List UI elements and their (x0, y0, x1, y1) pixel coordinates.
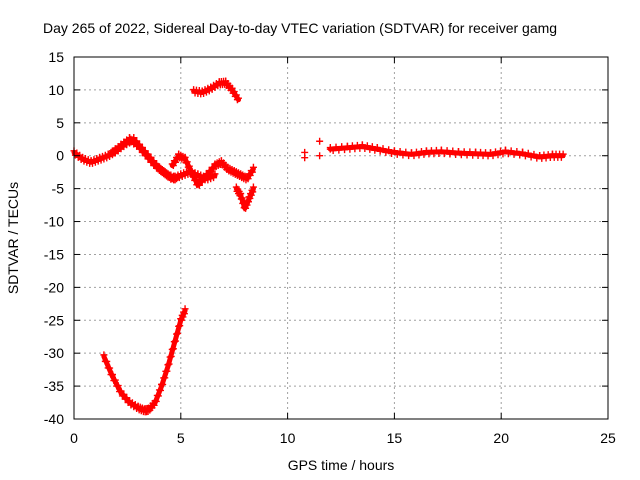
data-point (190, 171, 198, 179)
y-tick-label: -20 (44, 279, 64, 295)
data-point (373, 144, 381, 152)
data-point (234, 94, 242, 102)
y-tick-label: 5 (56, 115, 64, 131)
data-point (108, 371, 116, 379)
data-point (161, 374, 169, 382)
data-point (192, 175, 200, 183)
series-arc-low-dip (100, 305, 189, 416)
axis-ticks: 0 5 10 15 20 25 -40 -35 -30 -25 -20 -15 -10 -5 0 5 10 15 (44, 49, 616, 446)
data-point (191, 176, 199, 184)
y-tick-label: -30 (44, 345, 64, 361)
data-point (210, 174, 218, 182)
data-point (181, 305, 189, 313)
data-point (111, 376, 119, 384)
data-point (519, 148, 527, 156)
series-arc-early-cluster-b (108, 134, 219, 184)
chart-title: Day 265 of 2022, Sidereal Day-to-day VTE… (43, 20, 557, 36)
data-point (385, 146, 393, 154)
x-tick-label: 20 (493, 430, 509, 446)
data-point (249, 188, 257, 196)
data-point (233, 96, 241, 104)
data-point (167, 352, 175, 360)
x-tick-label: 15 (387, 430, 403, 446)
y-tick-label: -25 (44, 312, 64, 328)
data-point (186, 168, 194, 176)
series-arc-late-drop (232, 183, 257, 212)
data-point (189, 172, 197, 180)
data-point (530, 150, 538, 158)
x-tick-label: 5 (177, 430, 185, 446)
data-point (242, 204, 250, 212)
data-point (301, 154, 309, 162)
data-point (524, 149, 532, 157)
y-tick-label: 10 (48, 82, 64, 98)
data-point (368, 143, 376, 151)
data-point (244, 198, 252, 206)
data-point (211, 170, 219, 178)
data-point (169, 345, 177, 353)
data-point (103, 357, 111, 365)
data-point (248, 168, 256, 176)
data-point (179, 313, 187, 321)
data-point (249, 163, 257, 171)
data-point (489, 152, 497, 160)
data-point (180, 310, 188, 318)
data-point (358, 141, 366, 149)
data-point (316, 137, 324, 145)
data-point (176, 322, 184, 330)
grid-lines (74, 57, 608, 419)
data-point (180, 308, 188, 316)
data-point (237, 190, 245, 198)
y-axis-title: SDTVAR / TECUs (5, 182, 21, 294)
y-tick-label: -10 (44, 214, 64, 230)
series-arc-long-flat (326, 141, 567, 162)
data-point (157, 386, 165, 394)
data-point (174, 329, 182, 337)
data-point (150, 401, 158, 409)
plot-frame (73, 56, 609, 420)
data-point (184, 163, 192, 171)
x-tick-label: 25 (600, 430, 616, 446)
data-point (178, 316, 186, 324)
data-point (159, 380, 167, 388)
data-point (248, 186, 256, 194)
data-point (187, 167, 195, 175)
data-point (185, 162, 193, 170)
x-tick-label: 10 (280, 430, 296, 446)
series-trace (101, 307, 188, 413)
data-series (70, 77, 567, 416)
series-arc-upper-hump (190, 77, 242, 104)
data-point (181, 153, 189, 161)
data-point (152, 397, 160, 405)
x-tick-label: 0 (70, 430, 78, 446)
y-tick-label: -40 (44, 411, 64, 427)
data-point (316, 152, 324, 160)
y-tick-label: -15 (44, 246, 64, 262)
data-point (165, 360, 173, 368)
data-point (238, 194, 246, 202)
data-point (243, 201, 251, 209)
y-tick-label: 0 (56, 148, 64, 164)
data-point (171, 337, 179, 345)
data-point (249, 183, 257, 191)
y-tick-label: -5 (52, 181, 65, 197)
data-point (246, 194, 254, 202)
data-point (559, 150, 567, 158)
series-arc-mid-cluster (168, 150, 257, 189)
x-axis-title: GPS time / hours (288, 457, 395, 473)
data-point (183, 158, 191, 166)
data-point (100, 351, 108, 359)
data-point (114, 382, 122, 390)
data-point (106, 364, 114, 372)
data-point (247, 191, 255, 199)
data-point (494, 151, 502, 159)
y-tick-label: 15 (48, 49, 64, 65)
data-point (363, 142, 371, 150)
data-point (182, 159, 190, 167)
data-point (163, 367, 171, 375)
data-point (379, 145, 387, 153)
y-tick-label: -35 (44, 378, 64, 394)
data-point (154, 392, 162, 400)
